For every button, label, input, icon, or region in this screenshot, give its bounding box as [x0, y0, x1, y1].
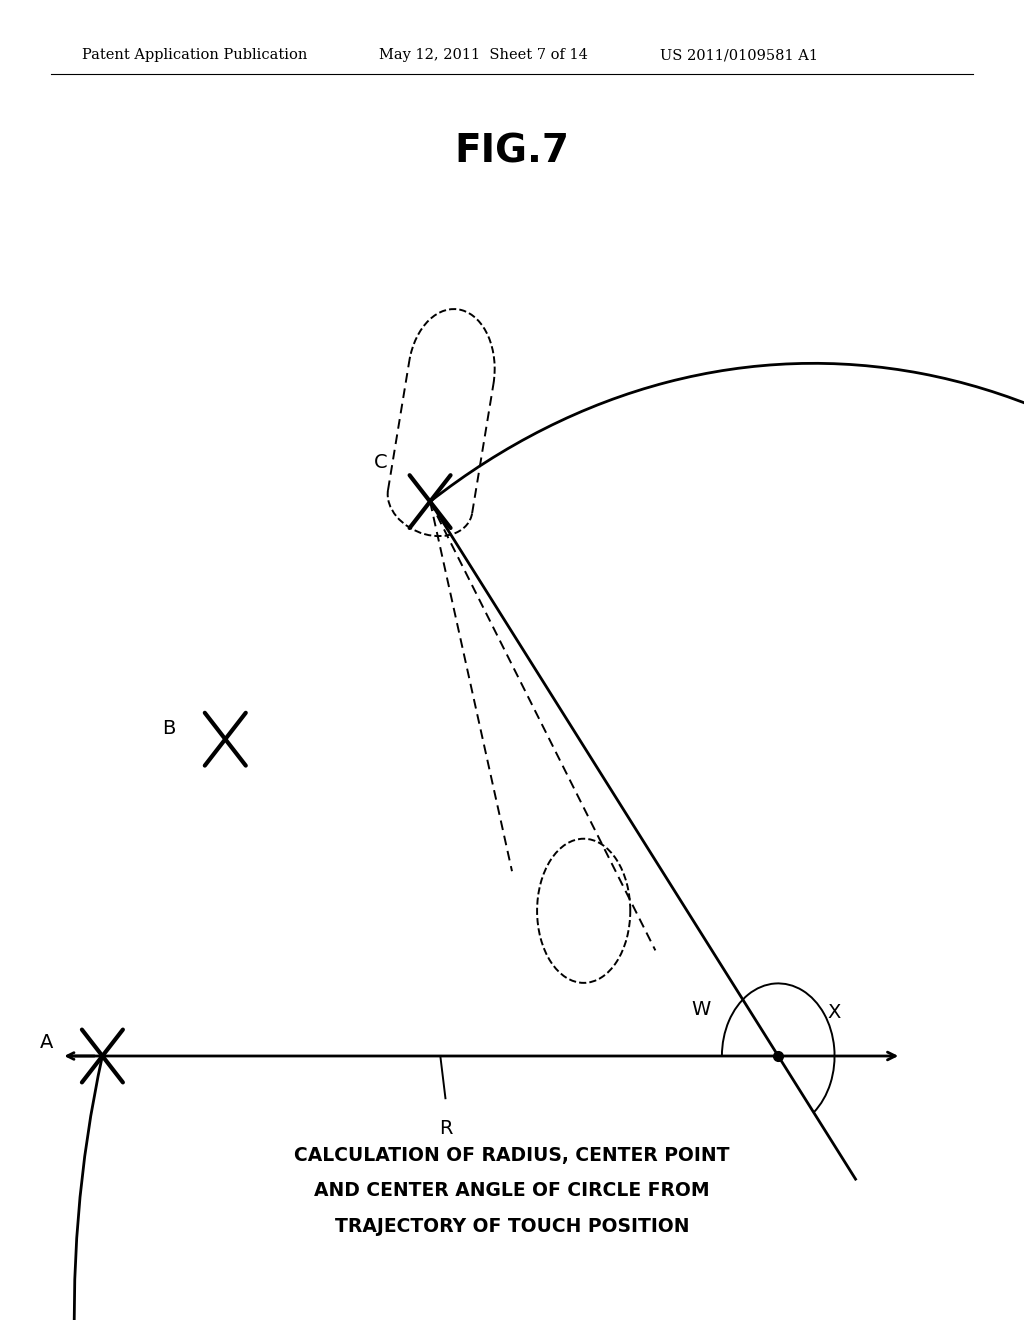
- Text: May 12, 2011  Sheet 7 of 14: May 12, 2011 Sheet 7 of 14: [379, 49, 588, 62]
- Text: US 2011/0109581 A1: US 2011/0109581 A1: [660, 49, 818, 62]
- Text: A: A: [39, 1034, 53, 1052]
- Text: C: C: [374, 453, 388, 471]
- Text: B: B: [162, 719, 176, 738]
- Text: R: R: [438, 1119, 453, 1138]
- Text: Patent Application Publication: Patent Application Publication: [82, 49, 307, 62]
- Text: W: W: [692, 1001, 711, 1019]
- Text: CALCULATION OF RADIUS, CENTER POINT: CALCULATION OF RADIUS, CENTER POINT: [294, 1146, 730, 1164]
- Text: TRAJECTORY OF TOUCH POSITION: TRAJECTORY OF TOUCH POSITION: [335, 1217, 689, 1236]
- Text: FIG.7: FIG.7: [455, 133, 569, 170]
- Text: AND CENTER ANGLE OF CIRCLE FROM: AND CENTER ANGLE OF CIRCLE FROM: [314, 1181, 710, 1200]
- Text: X: X: [827, 1003, 842, 1022]
